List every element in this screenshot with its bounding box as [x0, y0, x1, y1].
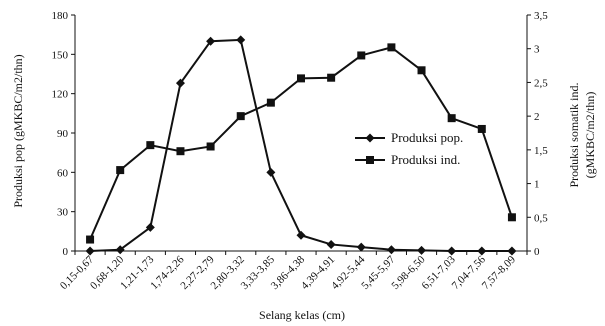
- left-tick-label: 120: [52, 89, 69, 101]
- right-axis-title-line1: Produksi somatik ind.: [567, 82, 581, 187]
- square-marker: [507, 213, 516, 222]
- diamond-marker: [266, 167, 276, 177]
- legend: Produksi pop. Produksi ind.: [355, 130, 463, 167]
- left-tick-label: 180: [52, 10, 69, 22]
- right-tick-label: 3: [534, 44, 540, 56]
- diamond-marker: [296, 230, 306, 240]
- square-marker: [266, 98, 275, 107]
- diamond-marker: [356, 242, 366, 252]
- square-marker: [236, 112, 245, 121]
- right-axis-ticks: 0 0,5 1 1,5 2 2,5 3 3,5: [527, 10, 548, 258]
- right-axis-title-line2: (gMKBC/m2/thn): [583, 92, 597, 179]
- x-axis-ticks: 0,15-0,670,68-1,201,21-1,731,74-2,262,27…: [58, 251, 528, 292]
- legend-label: Produksi pop.: [391, 130, 463, 145]
- legend-label: Produksi ind.: [391, 152, 460, 167]
- diamond-marker: [115, 245, 125, 255]
- diamond-marker: [175, 78, 185, 88]
- left-axis-ticks: 0 30 60 90 120 150 180: [52, 10, 75, 258]
- square-marker: [447, 114, 456, 123]
- right-tick-label: 2,5: [534, 77, 548, 89]
- series-produksi-ind: [86, 43, 516, 244]
- diamond-marker: [206, 36, 216, 46]
- square-marker: [297, 74, 305, 83]
- diamond-marker: [417, 245, 427, 255]
- left-tick-label: 30: [57, 207, 69, 219]
- right-tick-label: 0,5: [534, 212, 548, 224]
- right-tick-label: 1,5: [534, 145, 548, 157]
- square-marker: [327, 73, 336, 82]
- x-axis-title: Selang kelas (cm): [259, 308, 345, 322]
- right-tick-label: 2: [534, 111, 540, 123]
- left-axis-title: Produksi pop (gMKBC/m2/thn): [11, 54, 25, 207]
- diamond-marker: [447, 246, 457, 256]
- square-marker: [206, 142, 215, 151]
- legend-item: Produksi pop.: [355, 130, 463, 145]
- series-layer: [85, 35, 517, 256]
- diamond-marker: [236, 35, 246, 45]
- left-tick-label: 150: [52, 49, 69, 61]
- square-marker: [357, 51, 366, 60]
- x-tick-label: 7,57-8,09: [480, 253, 519, 292]
- square-marker: [116, 166, 125, 175]
- right-tick-label: 3,5: [534, 10, 548, 22]
- legend-item: Produksi ind.: [355, 152, 460, 167]
- square-marker: [146, 141, 155, 150]
- diamond-marker: [326, 239, 336, 249]
- diamond-marker: [386, 245, 396, 255]
- diamond-marker: [365, 133, 375, 143]
- left-tick-label: 60: [57, 167, 69, 179]
- right-tick-label: 1: [534, 179, 540, 191]
- diamond-marker: [477, 246, 487, 256]
- square-marker: [176, 147, 185, 156]
- left-tick-label: 90: [57, 128, 69, 140]
- diamond-marker: [145, 222, 155, 232]
- square-marker: [387, 43, 396, 52]
- left-tick-label: 0: [63, 246, 69, 258]
- square-marker: [86, 235, 95, 244]
- diamond-marker: [507, 246, 517, 256]
- square-marker: [366, 156, 374, 164]
- square-marker: [417, 66, 426, 75]
- right-tick-label: 0: [534, 246, 540, 258]
- diamond-marker: [85, 246, 95, 256]
- series-produksi-pop: [85, 35, 517, 256]
- square-marker: [477, 124, 486, 133]
